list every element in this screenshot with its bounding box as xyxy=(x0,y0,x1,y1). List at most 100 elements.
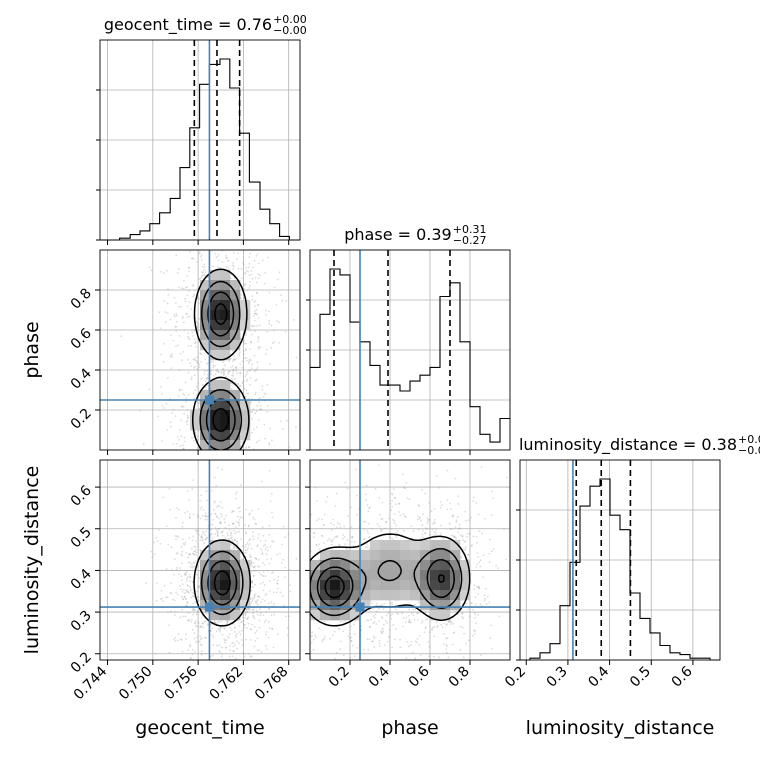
sample-point xyxy=(242,385,245,388)
density-cell xyxy=(210,400,221,411)
sample-point xyxy=(249,543,251,545)
sample-point xyxy=(333,630,336,633)
sample-point xyxy=(270,346,273,349)
sample-point xyxy=(191,653,194,656)
sample-point xyxy=(344,481,346,484)
sample-point xyxy=(255,558,258,560)
density-cell xyxy=(320,590,331,601)
sample-point xyxy=(193,561,196,564)
sample-point xyxy=(305,543,307,545)
sample-point xyxy=(302,591,304,593)
sample-point xyxy=(315,543,318,546)
density-cell xyxy=(410,540,421,551)
sample-point xyxy=(233,244,235,246)
sample-point xyxy=(293,319,295,321)
sample-point xyxy=(368,507,370,510)
sample-point xyxy=(174,639,177,642)
sample-point xyxy=(253,575,255,577)
sample-point xyxy=(206,515,209,518)
sample-point xyxy=(478,561,481,564)
sample-point xyxy=(399,514,402,517)
sample-point xyxy=(256,613,259,616)
sample-point xyxy=(332,537,335,540)
sample-point xyxy=(193,367,196,369)
sample-point xyxy=(351,536,354,539)
sample-point xyxy=(185,397,188,399)
truth-marker xyxy=(204,602,214,612)
sample-point xyxy=(232,650,235,652)
sample-point xyxy=(251,417,253,420)
sample-point xyxy=(336,536,338,539)
sample-point xyxy=(215,516,218,519)
density-cell xyxy=(450,550,461,561)
sample-point xyxy=(269,590,271,592)
sample-point xyxy=(234,358,236,361)
sample-point xyxy=(178,335,181,337)
sample-point xyxy=(162,496,165,499)
panel-border xyxy=(99,459,301,661)
sample-point xyxy=(238,353,241,356)
sample-point xyxy=(179,638,182,641)
sample-point xyxy=(189,565,192,568)
sample-point xyxy=(342,654,345,657)
sample-point xyxy=(175,345,178,348)
sample-point xyxy=(369,506,371,509)
density-cell xyxy=(220,570,231,581)
density-cell xyxy=(220,420,231,431)
sample-point xyxy=(195,553,197,556)
sample-point xyxy=(268,443,271,446)
density-cell xyxy=(330,570,341,581)
sample-point xyxy=(371,602,374,604)
sample-point xyxy=(229,645,232,647)
sample-point xyxy=(211,523,214,526)
sample-point xyxy=(479,603,482,606)
sample-point xyxy=(250,560,253,563)
sample-point xyxy=(367,619,370,622)
sample-point xyxy=(245,552,247,554)
sample-point xyxy=(412,530,415,533)
sample-point xyxy=(250,340,252,343)
sample-point xyxy=(288,569,291,571)
sample-point xyxy=(477,587,480,590)
sample-point xyxy=(245,508,247,511)
sample-point xyxy=(451,643,454,646)
sample-point xyxy=(495,564,498,567)
sample-point xyxy=(316,519,318,522)
sample-point xyxy=(187,337,190,339)
sample-point xyxy=(191,629,194,631)
sample-point xyxy=(253,300,256,303)
sample-point xyxy=(187,266,190,269)
sample-point xyxy=(251,431,254,434)
sample-point xyxy=(185,633,188,635)
sample-point xyxy=(169,355,172,358)
sample-point xyxy=(257,277,260,280)
sample-point xyxy=(242,651,245,654)
sample-point xyxy=(226,635,229,638)
sample-point xyxy=(335,651,338,654)
sample-point xyxy=(379,630,382,633)
sample-point xyxy=(472,500,475,502)
density-cell xyxy=(240,400,251,411)
sample-point xyxy=(253,319,256,322)
sample-point xyxy=(232,544,235,547)
sample-point xyxy=(362,648,365,651)
sample-point xyxy=(255,254,258,257)
sample-point xyxy=(159,270,162,273)
sample-point xyxy=(187,394,190,396)
sample-point xyxy=(214,373,217,376)
sample-point xyxy=(254,593,257,596)
sample-point xyxy=(257,262,260,265)
density-cell xyxy=(220,540,231,551)
title-minus-geocent_time: −0.00 xyxy=(273,24,307,37)
sample-point xyxy=(148,388,151,391)
sample-point xyxy=(150,269,153,272)
sample-point xyxy=(235,547,238,549)
sample-point xyxy=(205,455,207,457)
sample-point xyxy=(174,315,176,318)
sample-point xyxy=(272,540,275,543)
sample-point xyxy=(344,543,346,546)
sample-point xyxy=(323,513,326,516)
sample-point xyxy=(221,453,223,455)
sample-point xyxy=(404,487,406,490)
sample-point xyxy=(477,586,480,589)
